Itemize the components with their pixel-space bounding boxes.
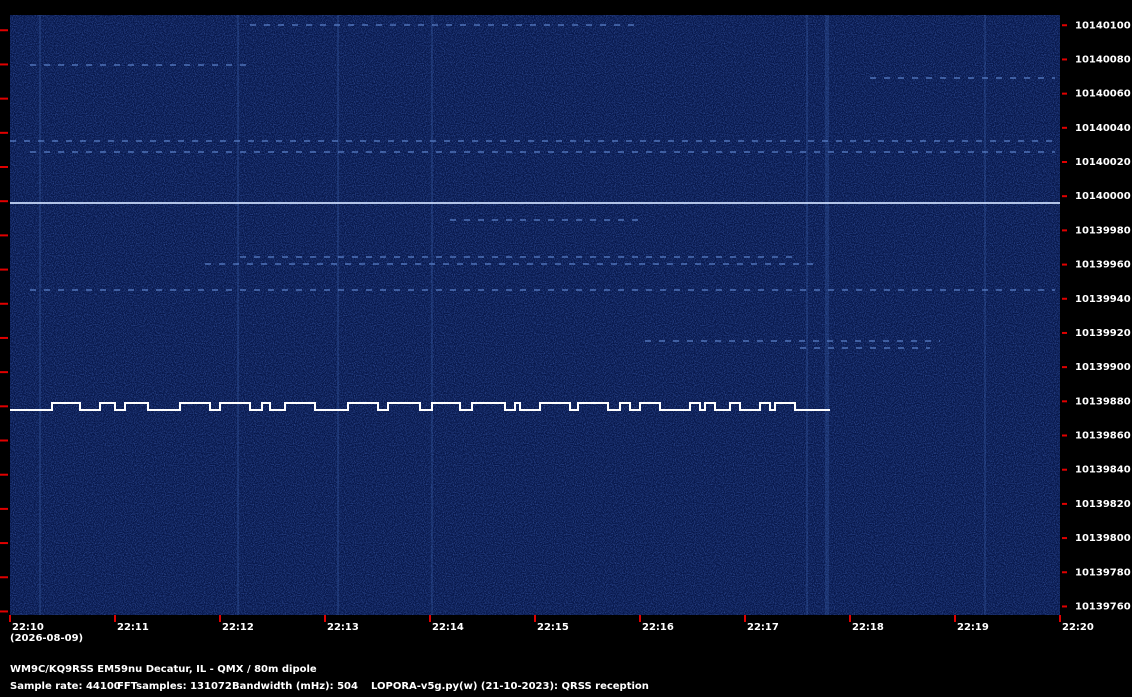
fft-samples: FFTsamples: 131072: [117, 681, 232, 692]
y-tick-label: 10139780: [1075, 567, 1131, 578]
qrss-signal: [10, 402, 830, 411]
software-info: LOPORA-v5g.py(w) (21-10-2023): QRSS rece…: [371, 681, 649, 692]
x-tick-label: 22:17: [747, 622, 779, 633]
x-tick-label: 22:12: [222, 622, 254, 633]
y-tick-label: 10139880: [1075, 396, 1131, 407]
y-tick-label: 10139760: [1075, 601, 1131, 612]
y-tick-label: 10140020: [1075, 157, 1131, 168]
y-tick-label: 10140000: [1075, 191, 1131, 202]
y-tick-label: 10139940: [1075, 294, 1131, 305]
y-tick-label: 10140060: [1075, 89, 1131, 100]
station-info: WM9C/KQ9RSS EM59nu Decatur, IL - QMX / 8…: [10, 664, 317, 675]
y-tick-label: 10140100: [1075, 20, 1131, 31]
y-tick-label: 10140080: [1075, 54, 1131, 65]
x-tick-label: 22:19: [957, 622, 989, 633]
x-tick-label: 22:10: [12, 622, 44, 633]
y-tick-label: 10139900: [1075, 362, 1131, 373]
y-tick-label: 10139980: [1075, 225, 1131, 236]
x-tick-label: 22:18: [852, 622, 884, 633]
y-tick-label: 10139820: [1075, 499, 1131, 510]
y-tick-label: 10139800: [1075, 533, 1131, 544]
x-tick-label: 22:15: [537, 622, 569, 633]
plot-noise: [10, 15, 1060, 615]
y-tick-label: 10139960: [1075, 260, 1131, 271]
signal-traces: [10, 24, 1055, 349]
y-tick-label: 10139840: [1075, 465, 1131, 476]
x-tick-label: 22:16: [642, 622, 674, 633]
date-label: (2026-08-09): [10, 633, 83, 644]
plot-area: [10, 15, 1060, 615]
y-tick-label: 10139860: [1075, 431, 1131, 442]
x-tick-label: 22:14: [432, 622, 464, 633]
y-tick-label: 10139920: [1075, 328, 1131, 339]
x-tick-label: 22:11: [117, 622, 149, 633]
bandwidth: Bandwidth (mHz): 504: [232, 681, 358, 692]
y-tick-label: 10140040: [1075, 123, 1131, 134]
x-tick-label: 22:13: [327, 622, 359, 633]
sample-rate: Sample rate: 44100: [10, 681, 121, 692]
x-tick-label: 22:20: [1062, 622, 1094, 633]
vertical-streaks: [39, 15, 986, 615]
